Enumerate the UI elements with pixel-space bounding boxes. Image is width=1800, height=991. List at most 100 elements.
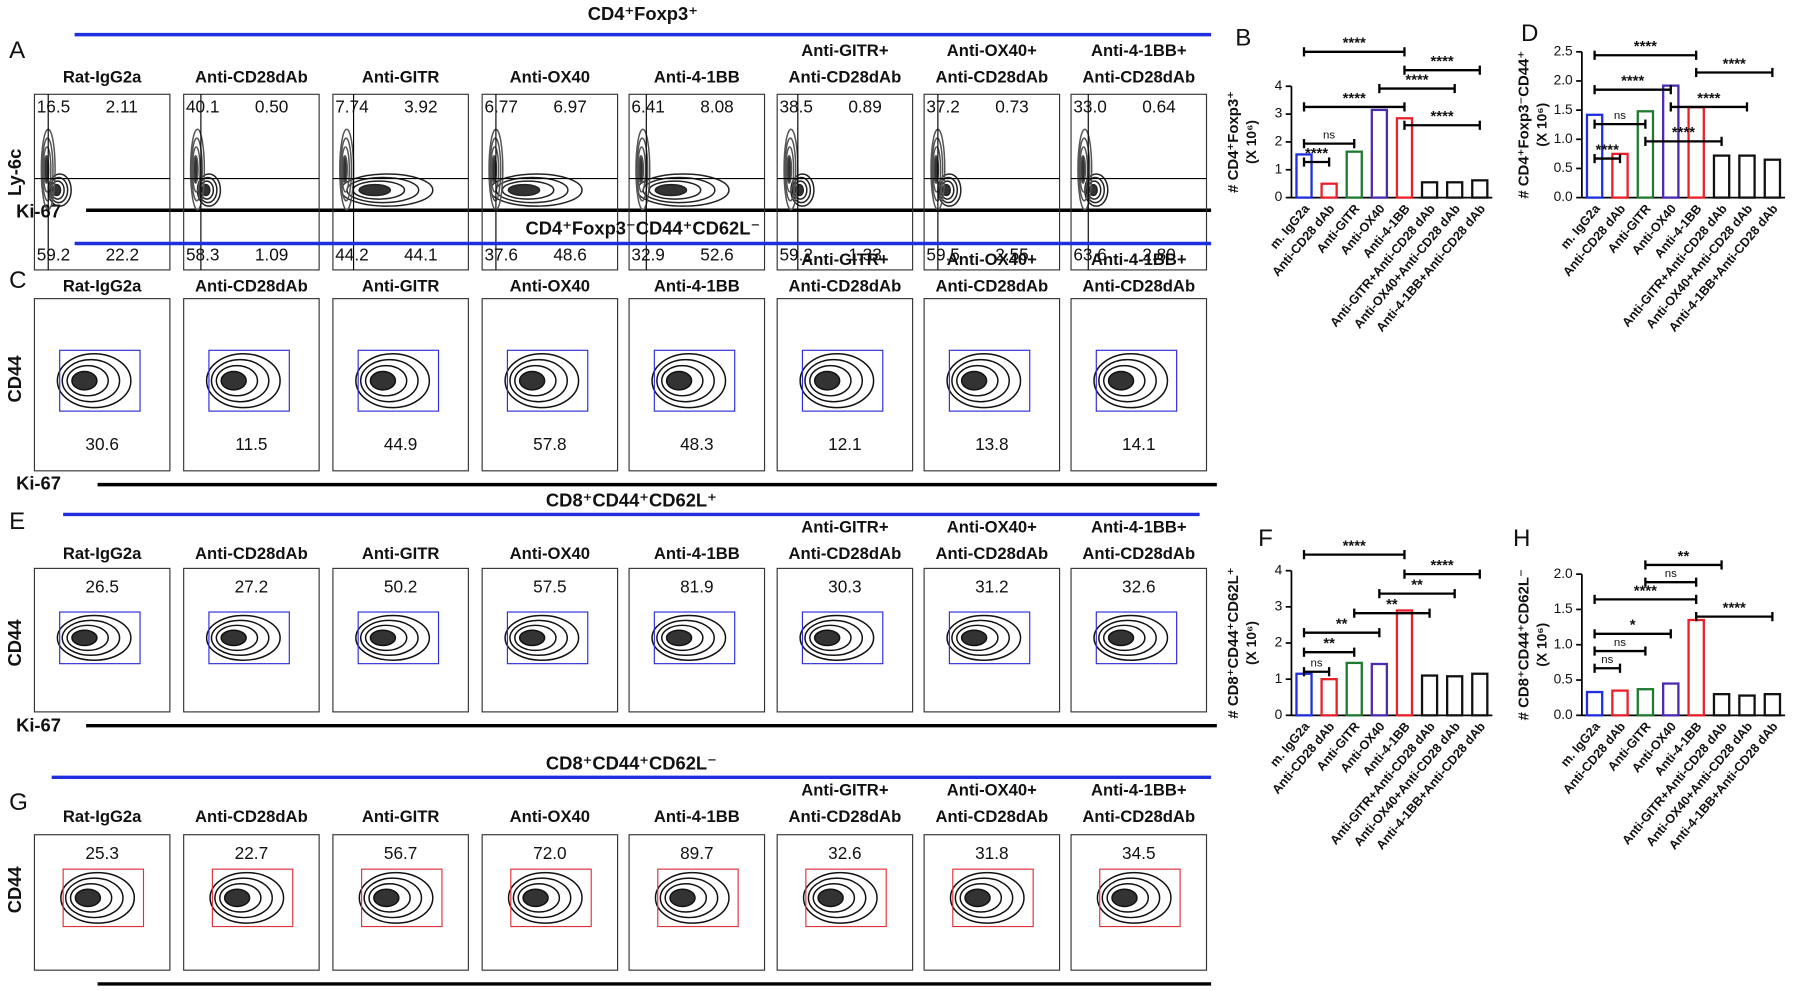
gate-percent: 40.1	[186, 97, 219, 117]
gate-percent: 59.2	[779, 245, 812, 265]
gate-percent: 52.6	[700, 245, 733, 265]
contour	[635, 128, 651, 211]
significance-label: *	[1630, 617, 1636, 634]
flow-plot: Anti-GITR 56.7	[332, 807, 469, 971]
bar	[1636, 688, 1655, 717]
contour	[1098, 358, 1157, 403]
contour	[358, 183, 392, 197]
flow-plot: Anti-4-1BB 6.41 8.08 32.9 52.6	[628, 68, 766, 271]
flow-plot: Rat-IgG2a 25.3	[33, 807, 171, 971]
plot-frame	[1070, 298, 1208, 472]
contour	[522, 888, 549, 908]
contour	[1102, 624, 1146, 652]
plot-frame	[1070, 567, 1208, 713]
group-name: Anti-GITR	[362, 807, 440, 826]
significance-label: ****	[1343, 90, 1366, 107]
plot-frame	[332, 93, 469, 271]
contour	[946, 352, 1022, 409]
gate-percent: 50.2	[384, 576, 417, 596]
contour	[358, 871, 434, 924]
contour	[659, 877, 719, 919]
y-tick-label: 0.5	[1554, 672, 1573, 687]
group-name: Anti-OX40+	[947, 41, 1037, 60]
gate-percent: 81.9	[680, 576, 713, 596]
bar	[1420, 181, 1439, 199]
bar	[1320, 678, 1338, 717]
group-name: Anti-4-1BB+	[1091, 518, 1187, 537]
flow-plot: Anti-4-1BB 81.9	[628, 544, 766, 713]
contour	[799, 352, 875, 409]
y-tick-label: 1.5	[1554, 601, 1573, 616]
bar	[1471, 179, 1489, 199]
contour	[1101, 877, 1161, 919]
y-tick-label: 1	[1275, 671, 1283, 686]
group-name: Anti-CD28dAb	[1082, 807, 1195, 826]
bar	[1345, 150, 1363, 199]
bar	[1420, 674, 1439, 717]
contour	[799, 614, 875, 661]
group-name: Anti-GITR+	[801, 41, 889, 60]
bar-chart: H 0.0 0.5 1.0 1.5 2.0 # CD8⁺CD44⁺CD62L⁻ (X 10⁶)…	[1513, 525, 1786, 852]
gate	[948, 611, 1031, 665]
y-axis-label: # CD8⁺CD44⁺CD62L⁻	[1515, 569, 1532, 720]
contour	[1098, 619, 1157, 657]
group-name: Anti-CD28dAb	[789, 807, 902, 826]
y-tick-label: 2.0	[1554, 73, 1573, 88]
contour	[813, 629, 841, 647]
plot-frame	[33, 298, 171, 472]
gate-percent: 48.3	[680, 434, 713, 454]
plot-frame	[183, 298, 320, 472]
gate-percent: 16.5	[37, 97, 70, 117]
gate-percent: 38.5	[779, 97, 812, 117]
contour	[665, 629, 693, 647]
contour	[656, 619, 715, 657]
contour	[507, 871, 583, 924]
contour	[951, 358, 1010, 403]
group-name: Anti-CD28dAb	[1082, 68, 1195, 87]
bar	[1611, 152, 1629, 199]
group-name: Anti-CD28dAb	[195, 544, 308, 563]
gate-percent: 6.41	[631, 97, 664, 117]
group-name: Anti-4-1BB	[654, 544, 740, 563]
bar	[1687, 618, 1705, 717]
gate-percent: 89.7	[680, 843, 713, 863]
gate-percent: 56.7	[384, 843, 417, 863]
gate	[948, 349, 1031, 412]
y-tick-label: 4	[1275, 562, 1283, 577]
group-name: Anti-GITR+	[801, 250, 889, 269]
significance-label: ****	[1431, 108, 1454, 125]
contour	[654, 183, 688, 197]
contour	[191, 146, 201, 193]
significance-label: ****	[1431, 557, 1454, 574]
gate-percent: 2.11	[106, 97, 138, 117]
gate-percent: 34.5	[1122, 843, 1155, 863]
bar	[1370, 108, 1389, 199]
contour	[192, 155, 199, 184]
contour	[932, 146, 942, 193]
contour	[48, 176, 69, 204]
group-name: Anti-CD28dAb	[935, 277, 1048, 296]
bar	[1395, 117, 1414, 199]
significance-label: ns	[1614, 637, 1626, 649]
contour	[1085, 176, 1105, 204]
contour	[651, 352, 727, 409]
contour	[1102, 364, 1146, 397]
plot-frame	[481, 834, 619, 971]
gate	[952, 868, 1034, 928]
contour	[364, 624, 408, 652]
plot-frame	[1070, 834, 1208, 971]
flow-plot: Anti-GITR+ Anti-CD28dAb 38.5 0.89 59.2 1.33	[776, 41, 914, 271]
bar	[1445, 675, 1464, 717]
plot-frame	[332, 298, 469, 472]
gate-percent: 58.3	[186, 245, 219, 265]
group-name: Anti-OX40	[510, 807, 590, 826]
flow-plot: Anti-GITR+ Anti-CD28dAb 30.3	[776, 518, 914, 713]
panel-letter: H	[1513, 525, 1530, 552]
contour	[956, 364, 999, 397]
gate-percent: 1.09	[255, 245, 288, 265]
contour	[219, 882, 262, 913]
plot-frame	[776, 834, 914, 971]
contour	[791, 176, 812, 204]
significance-label: ****	[1405, 71, 1428, 88]
